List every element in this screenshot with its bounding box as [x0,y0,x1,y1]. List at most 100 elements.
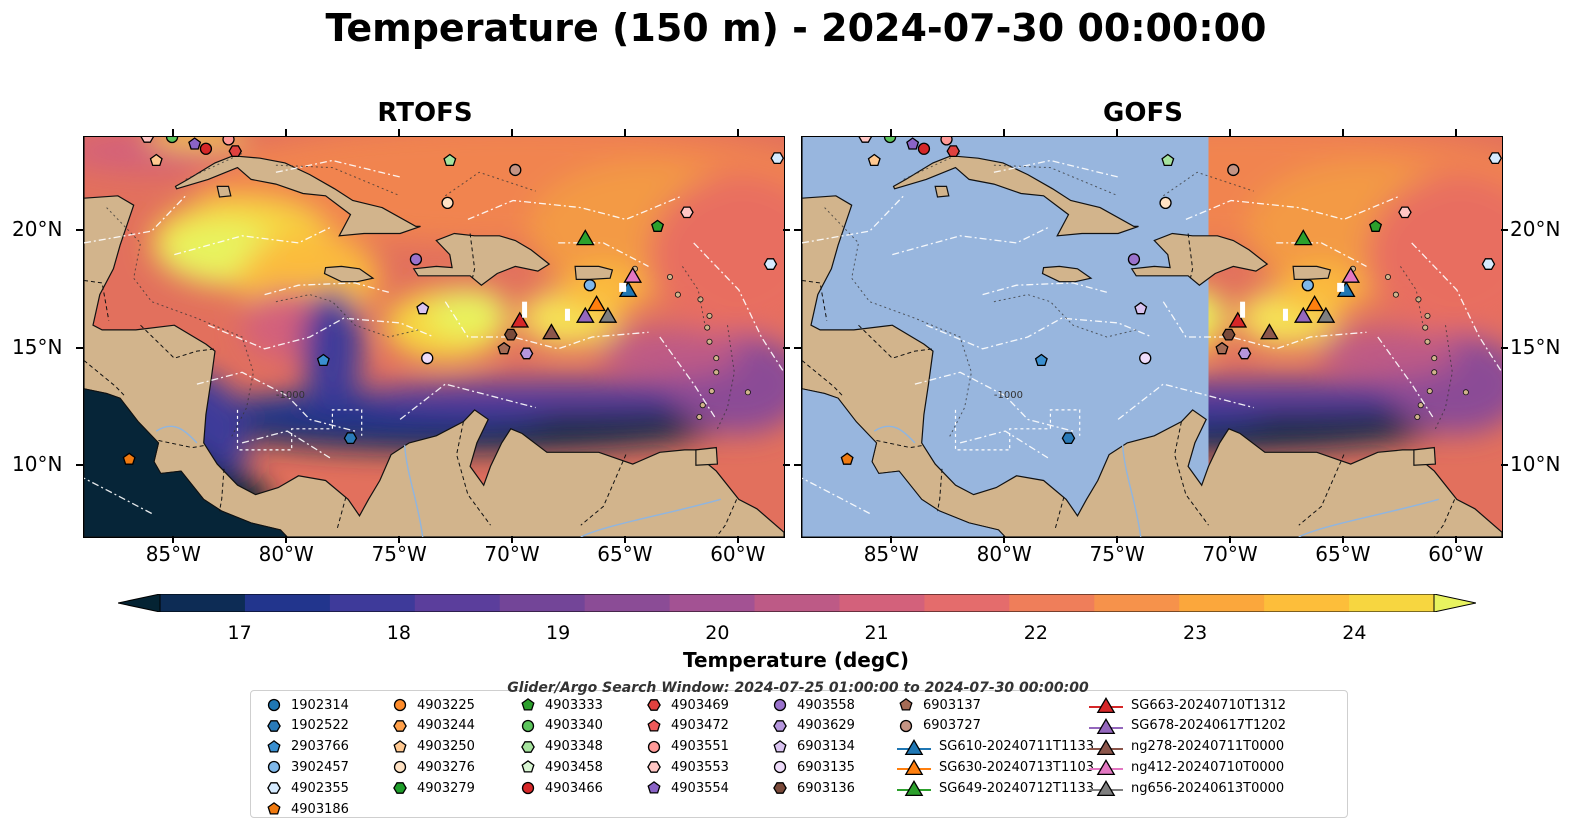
legend-label: 6903135 [797,759,855,775]
y-tick-mark [76,346,83,349]
colorbar-label: Temperature (degC) [683,648,909,672]
platform-SG678 [575,306,595,323]
legend-label: 4903554 [671,780,729,796]
legend-label: 6903137 [923,697,981,713]
legend-item: 4903276 [391,757,475,777]
x-tick-mark [172,536,175,543]
x-tick-mark [511,536,514,543]
colorbar-segment [1349,594,1435,612]
legend-item: 6903134 [771,737,855,757]
hexagon-marker-icon [647,699,661,711]
land-hispaniola [412,232,551,286]
platform-3902457 [583,279,596,292]
panel-title-gofs: GOFS [1103,98,1183,128]
platform-6903135 [1139,352,1152,365]
platform-4903551 [222,137,235,146]
land-hispaniola [1130,232,1269,286]
contour-label: -1000 [994,390,1023,401]
platform-6903135 [421,352,434,365]
legend-item: SG649-20240712T1133 [897,778,1094,798]
legend-label: 3902457 [291,759,349,775]
hexagon-marker-icon [521,740,535,753]
colorbar-segment [669,594,756,612]
triangle-marker-icon [1089,780,1123,797]
map-panel-rtofs[interactable]: -1000 [83,136,785,538]
platform-4903629 [519,347,534,360]
hexagon-marker-icon [267,782,281,795]
hexagon-marker-icon [393,782,407,795]
legend-item: 4902355 [265,778,349,798]
platform-4903186 [840,452,854,465]
glider-tracks [522,282,627,321]
x-tick-label: 60°W [1428,542,1484,566]
land-puertorico [1292,265,1332,280]
x-tick-mark-top [1003,129,1006,136]
x-tick-mark [285,536,288,543]
land-cuba [892,155,1139,237]
legend-item: 4903225 [391,695,475,715]
land-cuba [174,155,421,237]
rivers [873,425,1439,537]
x-tick-label: 65°W [1315,542,1371,566]
land [84,137,784,537]
circle-marker-icon [267,698,281,712]
island [1392,291,1399,298]
platform-4903333 [1369,219,1383,232]
colorbar [118,594,1476,612]
platform-6903134 [1134,301,1148,315]
platform-1902522 [343,432,358,445]
y-tick-label-left: 15°N [12,334,63,359]
platform-4903340 [165,137,179,144]
map-panel-gofs[interactable]: -1000 [801,136,1503,538]
circle-marker-icon [267,761,281,774]
x-tick-mark [1454,536,1457,543]
y-tick-mark-right [1501,229,1508,232]
platform-ng278 [1260,323,1279,340]
island [1384,273,1391,280]
platform-4903466 [199,142,213,155]
x-tick-mark-top [1341,129,1344,136]
island [674,291,681,298]
circle-marker-icon [521,719,535,732]
colorbar-segment [414,594,501,612]
hexagon-marker-icon [267,719,281,732]
platform-markers [840,137,1502,465]
platform-4903466 [917,142,931,155]
legend-item: 6903727 [897,716,981,736]
legend-item: 4903558 [771,695,855,715]
legend-label: SG610-20240711T1133 [939,739,1095,755]
legend-label: 4902355 [291,780,349,796]
platform-4902355b [763,258,778,270]
pentagon-marker-icon [267,739,281,753]
island [1431,355,1438,362]
circle-marker-icon [773,761,787,774]
legend-item: SG678-20240617T1202 [1089,716,1286,736]
x-tick-label: 85°W [863,542,919,566]
legend-label: 6903136 [797,780,855,796]
island [1424,312,1431,319]
legend-item: 4903279 [391,778,475,798]
y-tick-label-right: 15°N [1510,334,1561,359]
legend-item: 6903136 [771,778,855,798]
island [699,402,706,409]
island [697,296,704,303]
x-tick-mark-top [1229,129,1232,136]
hexagon-marker-icon [393,719,407,732]
legend-label: 1902314 [291,697,349,713]
platform-ng656 [598,306,618,323]
platform-4903629 [1237,347,1252,360]
hexagon-marker-icon [773,719,787,732]
land-trinidad [1413,446,1437,466]
legend-label: ng278-20240711T0000 [1131,739,1285,755]
colorbar-tick-label: 22 [1023,622,1048,644]
colorbar-segment [160,594,246,612]
y-tick-mark [794,464,801,467]
x-tick-mark-top [736,129,739,136]
legend-label: 6903727 [923,718,981,734]
platform-4903469 [946,145,961,158]
x-tick-mark-top [398,129,401,136]
pentagon-marker-icon [393,739,407,753]
platform-4903340 [883,137,897,144]
x-tick-mark-top [1454,129,1457,136]
platform-6903136 [503,328,518,341]
